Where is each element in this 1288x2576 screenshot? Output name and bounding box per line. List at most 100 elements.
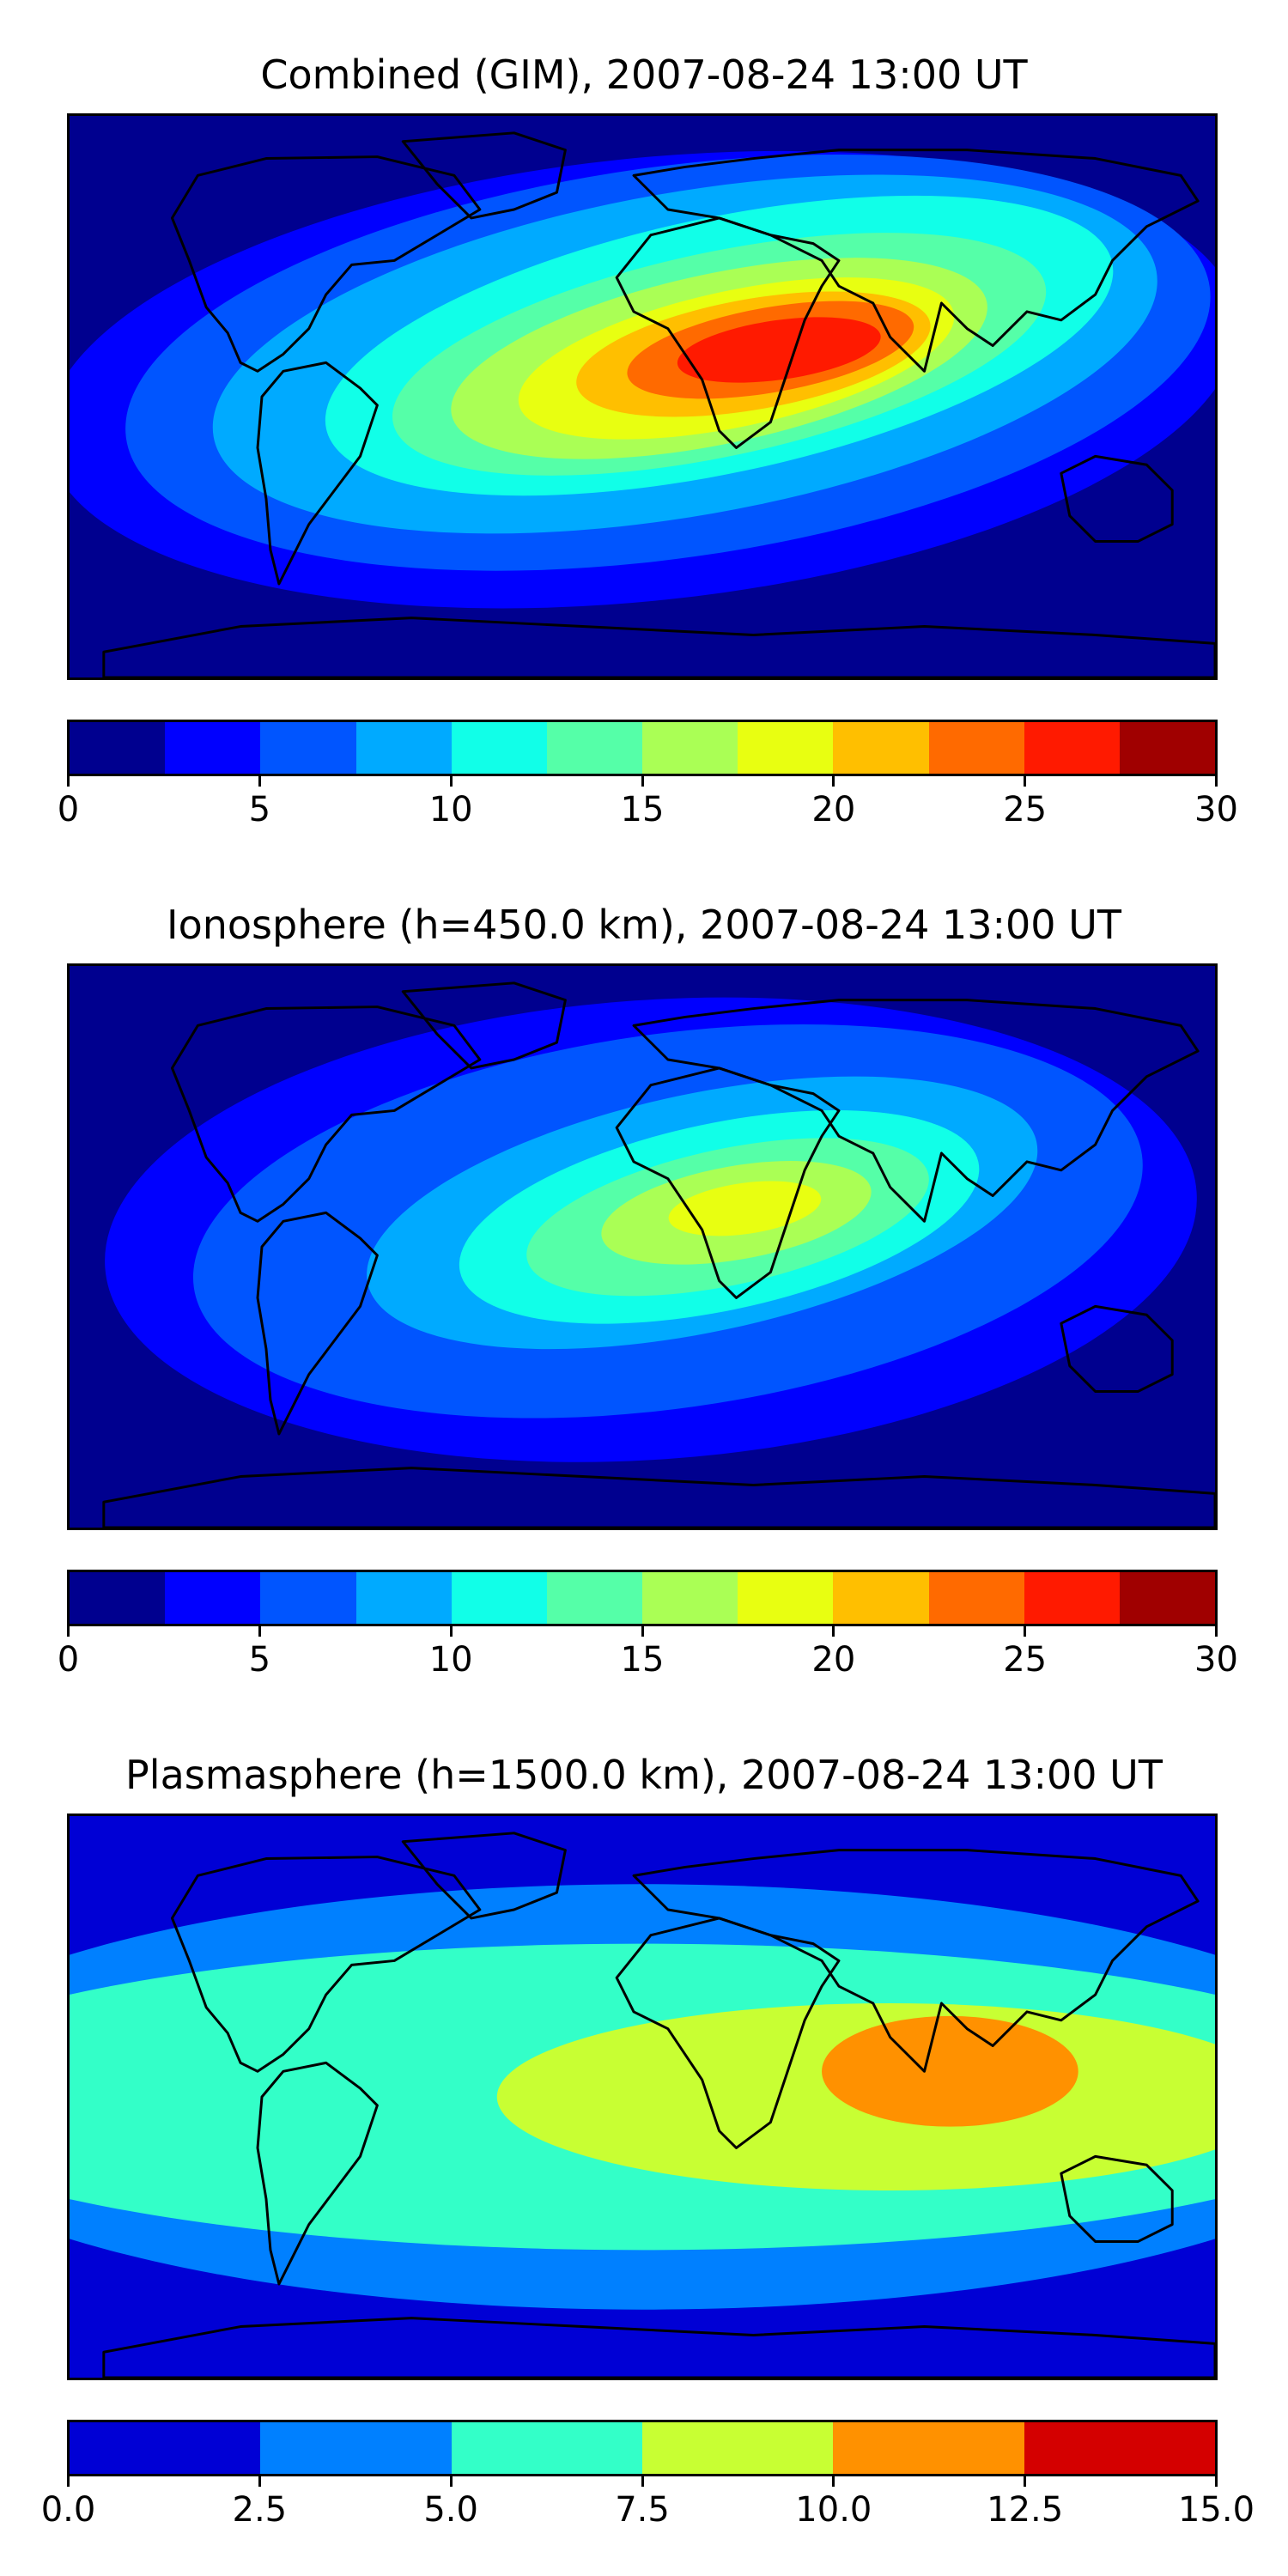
colorbar-tick: [832, 776, 835, 787]
colorbar-segment: [165, 1572, 261, 1624]
colorbar-segment: [260, 1572, 356, 1624]
colorbar-segment: [70, 1572, 166, 1624]
colorbar-segment: [1024, 1572, 1120, 1624]
coastline: [170, 1856, 482, 2073]
map-plasmasphere: [67, 1814, 1218, 2380]
colorbar-segment: [546, 1572, 643, 1624]
colorbar-tick: [1215, 1626, 1218, 1637]
coastline: [170, 1005, 482, 1223]
colorbar-ticks-plasmasphere: 0.0 2.5 5.0 7.5 10.0 12.5 15.0: [41, 2476, 1255, 2530]
colorbar-segment: [738, 722, 834, 774]
colorbar-tick-label: 12.5: [987, 2490, 1064, 2530]
colorbar-segment: [833, 722, 929, 774]
colorbar-tick-label: 0: [57, 790, 80, 829]
colorbar-segment: [451, 2422, 642, 2474]
coastline: [632, 999, 1200, 1223]
colorbar-tick: [67, 776, 70, 787]
coastline: [1060, 1304, 1174, 1393]
colorbar-segment: [165, 722, 261, 774]
colorbar-tick: [1024, 2476, 1027, 2487]
colorbar-tick-label: 30: [1194, 790, 1238, 829]
colorbar-tick-label: 20: [811, 1640, 856, 1680]
colorbar-tick-label: 15: [620, 1640, 665, 1680]
colorbar-tick: [449, 1626, 453, 1637]
colorbar-segment: [642, 722, 738, 774]
colorbar-tick: [258, 776, 261, 787]
contour-band: [668, 1181, 822, 1236]
colorbar-tick: [1215, 776, 1218, 787]
colorbar-segment: [738, 1572, 834, 1624]
colorbar-tick: [449, 2476, 453, 2487]
colorbar-ticks-combined: 0 5 10 15 20 25 30: [58, 776, 1238, 829]
colorbar-tick-label: 20: [811, 790, 856, 829]
colorbar-tick-label: 0.0: [40, 2490, 96, 2530]
colorbar-segment: [641, 2422, 834, 2474]
colorbar-tick: [832, 1626, 835, 1637]
colorbar-segment: [1119, 1572, 1216, 1624]
colorbar-tick: [258, 1626, 261, 1637]
colorbar-tick: [1024, 1626, 1027, 1637]
colorbar-tick: [1215, 2476, 1218, 2487]
colorbar-tick-label: 15.0: [1177, 2490, 1255, 2530]
contour-band: [822, 2015, 1078, 2127]
coastline: [401, 131, 567, 220]
map-combined: [67, 113, 1218, 680]
coastline: [401, 981, 567, 1070]
colorbar-tick-label: 25: [1003, 790, 1048, 829]
colorbar-tick: [641, 1626, 644, 1637]
coastline: [1060, 2154, 1174, 2243]
colorbar-segment: [355, 1572, 452, 1624]
colorbar-tick: [67, 2476, 70, 2487]
colorbar-tick: [67, 1626, 70, 1637]
colorbar-combined: [67, 720, 1218, 776]
panel-title-combined: Combined (GIM), 2007-08-24 13:00 UT: [260, 52, 1028, 98]
colorbar-tick: [449, 776, 453, 787]
coastline: [256, 2061, 379, 2286]
colorbar-tick: [832, 2476, 835, 2487]
colorbar-tick-label: 10: [428, 790, 473, 829]
colorbar-segment: [451, 1572, 547, 1624]
colorbar-tick: [1024, 776, 1027, 787]
colorbar-tick: [641, 2476, 644, 2487]
colorbar-ticks-ionosphere: 0 5 10 15 20 25 30: [58, 1626, 1238, 1680]
contour-band: [677, 317, 881, 383]
coastline: [256, 1211, 379, 1436]
colorbar-tick-label: 10.0: [795, 2490, 872, 2530]
colorbar-tick-label: 2.5: [232, 2490, 288, 2530]
colorbar-segment: [355, 722, 452, 774]
colorbar-segment: [833, 1572, 929, 1624]
colorbar-tick-label: 10: [428, 1640, 473, 1680]
colorbar-tick-label: 0: [57, 1640, 80, 1680]
colorbar-segment: [1119, 722, 1216, 774]
colorbar-tick: [258, 2476, 261, 2487]
colorbar-segment: [642, 1572, 738, 1624]
coastline: [632, 1849, 1200, 2073]
colorbar-segment: [928, 722, 1024, 774]
coastline: [256, 361, 379, 586]
colorbar-segment: [833, 2422, 1024, 2474]
colorbar-segment: [1024, 2422, 1215, 2474]
map-ionosphere: [67, 963, 1218, 1530]
colorbar-plasmasphere: [67, 2420, 1218, 2476]
colorbar-tick-label: 7.5: [615, 2490, 670, 2530]
colorbar-segment: [70, 722, 166, 774]
coastline: [615, 216, 841, 449]
colorbar-tick-label: 15: [620, 790, 665, 829]
coastline: [102, 2317, 1215, 2378]
colorbar-segment: [928, 1572, 1024, 1624]
colorbar-tick-label: 5: [248, 1640, 271, 1680]
coastline: [615, 1917, 841, 2149]
colorbar-tick-label: 30: [1194, 1640, 1238, 1680]
coastline: [401, 1832, 567, 1920]
colorbar-tick: [641, 776, 644, 787]
coastline: [102, 1467, 1215, 1528]
panel-title-ionosphere: Ionosphere (h=450.0 km), 2007-08-24 13:0…: [167, 902, 1121, 948]
colorbar-segment: [260, 722, 356, 774]
colorbar-segment: [451, 722, 547, 774]
panel-title-plasmasphere: Plasmasphere (h=1500.0 km), 2007-08-24 1…: [125, 1752, 1163, 1798]
coastline: [632, 149, 1200, 373]
colorbar-tick-label: 25: [1003, 1640, 1048, 1680]
coastline: [615, 1066, 841, 1299]
colorbar-ionosphere: [67, 1570, 1218, 1626]
colorbar-segment: [260, 2422, 452, 2474]
